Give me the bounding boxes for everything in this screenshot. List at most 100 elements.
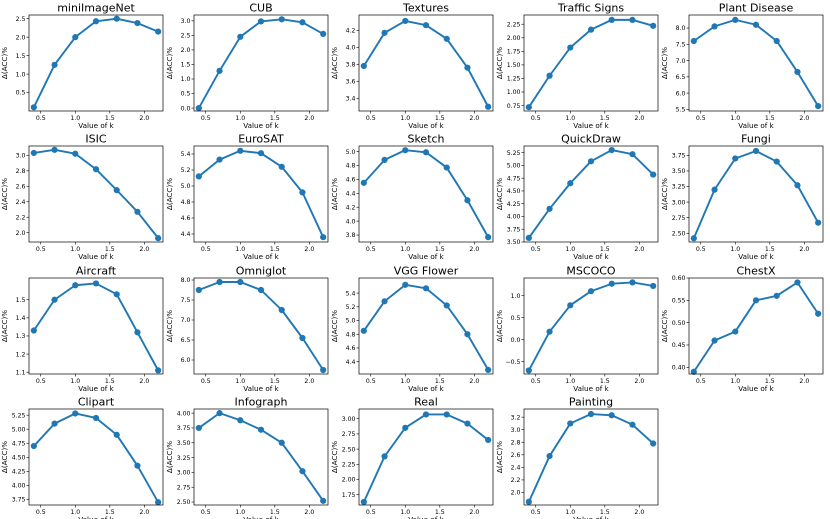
y-tick-label: 5.5	[676, 107, 686, 114]
y-tick-label: 4.75	[12, 440, 26, 447]
y-tick-label: 4.25	[507, 201, 521, 208]
y-tick-label: 1.5	[16, 297, 26, 304]
data-point	[525, 104, 532, 111]
y-axis-label: Δ(ACC)%	[495, 441, 504, 473]
data-point	[278, 439, 285, 446]
data-point	[299, 19, 306, 26]
x-tick-label: 1.5	[600, 509, 610, 516]
x-tick-label: 1.0	[235, 378, 245, 385]
y-tick-label: 4.50	[507, 188, 521, 195]
data-point	[155, 28, 162, 35]
x-tick-label: 1.0	[730, 115, 740, 122]
data-point	[464, 420, 471, 427]
y-axis-label: Δ(ACC)%	[660, 178, 669, 210]
x-tick-label: 1.5	[105, 115, 115, 122]
plot-frame	[688, 145, 824, 243]
y-tick-label: 2.5	[181, 33, 191, 40]
y-tick-label: 0.55	[672, 298, 686, 305]
y-tick-label: 3.0	[181, 18, 191, 25]
y-axis-label: Δ(ACC)%	[0, 47, 9, 79]
data-point	[464, 197, 471, 204]
x-tick-label: 2.0	[304, 115, 314, 122]
x-tick-label: 1.0	[565, 378, 575, 385]
y-tick-label: 2.25	[342, 461, 356, 468]
series-line	[527, 281, 655, 372]
y-tick-label: 3.2	[511, 414, 521, 421]
data-point	[422, 285, 430, 292]
y-tick-label: 2.00	[342, 477, 356, 484]
y-tick-label: 1.5	[16, 53, 26, 60]
plot-frame	[523, 145, 659, 243]
x-tick-label: 0.5	[696, 246, 706, 253]
data-point	[381, 156, 388, 164]
data-point	[51, 146, 58, 153]
data-point	[711, 186, 718, 193]
y-axis-label: Δ(ACC)%	[165, 178, 174, 210]
y-tick-label: 2.6	[511, 452, 521, 459]
y-axis-label: Δ(ACC)%	[330, 441, 339, 473]
y-tick-label: 3.8	[346, 232, 356, 239]
y-axis-label: Δ(ACC)%	[660, 47, 669, 79]
x-tick-label: 1.0	[400, 115, 410, 122]
data-point	[402, 424, 409, 431]
plot-frame	[523, 14, 659, 112]
x-tick-label: 1.5	[270, 378, 280, 385]
y-axis-label: Δ(ACC)%	[165, 441, 174, 473]
data-point	[711, 23, 718, 30]
data-point	[299, 468, 306, 475]
data-point	[278, 163, 285, 170]
x-tick-label: 2.0	[634, 378, 644, 385]
x-tick-label: 0.5	[531, 246, 541, 253]
subplot-title: MSCOCO	[566, 265, 615, 278]
y-tick-label: 4.00	[12, 483, 26, 490]
y-tick-label: 4.00	[507, 214, 521, 221]
data-point	[587, 410, 595, 418]
x-tick-label: 0.5	[366, 115, 376, 122]
data-point	[815, 219, 822, 226]
plot-frame	[358, 145, 494, 243]
y-tick-label: 2.5	[16, 16, 26, 23]
x-tick-label: 1.5	[105, 509, 115, 516]
data-point	[732, 155, 739, 162]
data-point	[134, 329, 141, 336]
data-point	[51, 420, 58, 427]
y-axis-label: Δ(ACC)%	[660, 310, 669, 342]
x-tick-label: 1.0	[70, 509, 80, 516]
data-point	[216, 278, 223, 286]
data-point	[51, 61, 58, 68]
y-tick-label: 8.0	[181, 277, 191, 284]
subplot-title: Real	[414, 396, 438, 409]
data-point	[794, 279, 801, 286]
y-tick-label: 6.0	[181, 357, 191, 364]
y-tick-label: 1.1	[16, 369, 26, 376]
data-point	[134, 208, 141, 215]
x-tick-label: 0.5	[36, 246, 46, 253]
x-tick-label: 1.0	[730, 246, 740, 253]
y-tick-label: 0.0	[511, 337, 521, 344]
data-point	[422, 22, 430, 29]
data-point	[567, 420, 574, 427]
data-point	[134, 462, 141, 469]
data-point	[113, 431, 120, 438]
data-point	[216, 156, 223, 163]
data-point	[402, 17, 409, 25]
plot-frame	[688, 277, 824, 375]
plot-frame	[193, 14, 329, 112]
y-tick-label: 4.25	[12, 469, 26, 476]
subplot-isic: ISIC 0.5 1.0 1.5 2.0 2.0 2.2 2.4 2.6 2.8 3.0 Value …	[0, 133, 164, 261]
y-tick-label: 4.2	[346, 204, 356, 211]
y-tick-label: 3.4	[346, 95, 356, 102]
y-tick-label: 0.5	[16, 90, 26, 97]
data-point	[567, 44, 574, 51]
x-axis-label: Value of k	[573, 252, 609, 261]
data-point	[381, 29, 388, 36]
plot-frame	[523, 277, 659, 375]
data-point	[485, 103, 492, 110]
plot-frame	[523, 408, 659, 506]
data-point	[299, 334, 306, 342]
subplot-title: Sketch	[407, 133, 444, 146]
subplot-sketch: Sketch 0.5 1.0 1.5 2.0 3.8 4.0 4.2 4.4 4.6 4.8 5.0 V…	[330, 133, 494, 261]
data-point	[650, 282, 657, 290]
x-tick-label: 1.5	[435, 378, 445, 385]
